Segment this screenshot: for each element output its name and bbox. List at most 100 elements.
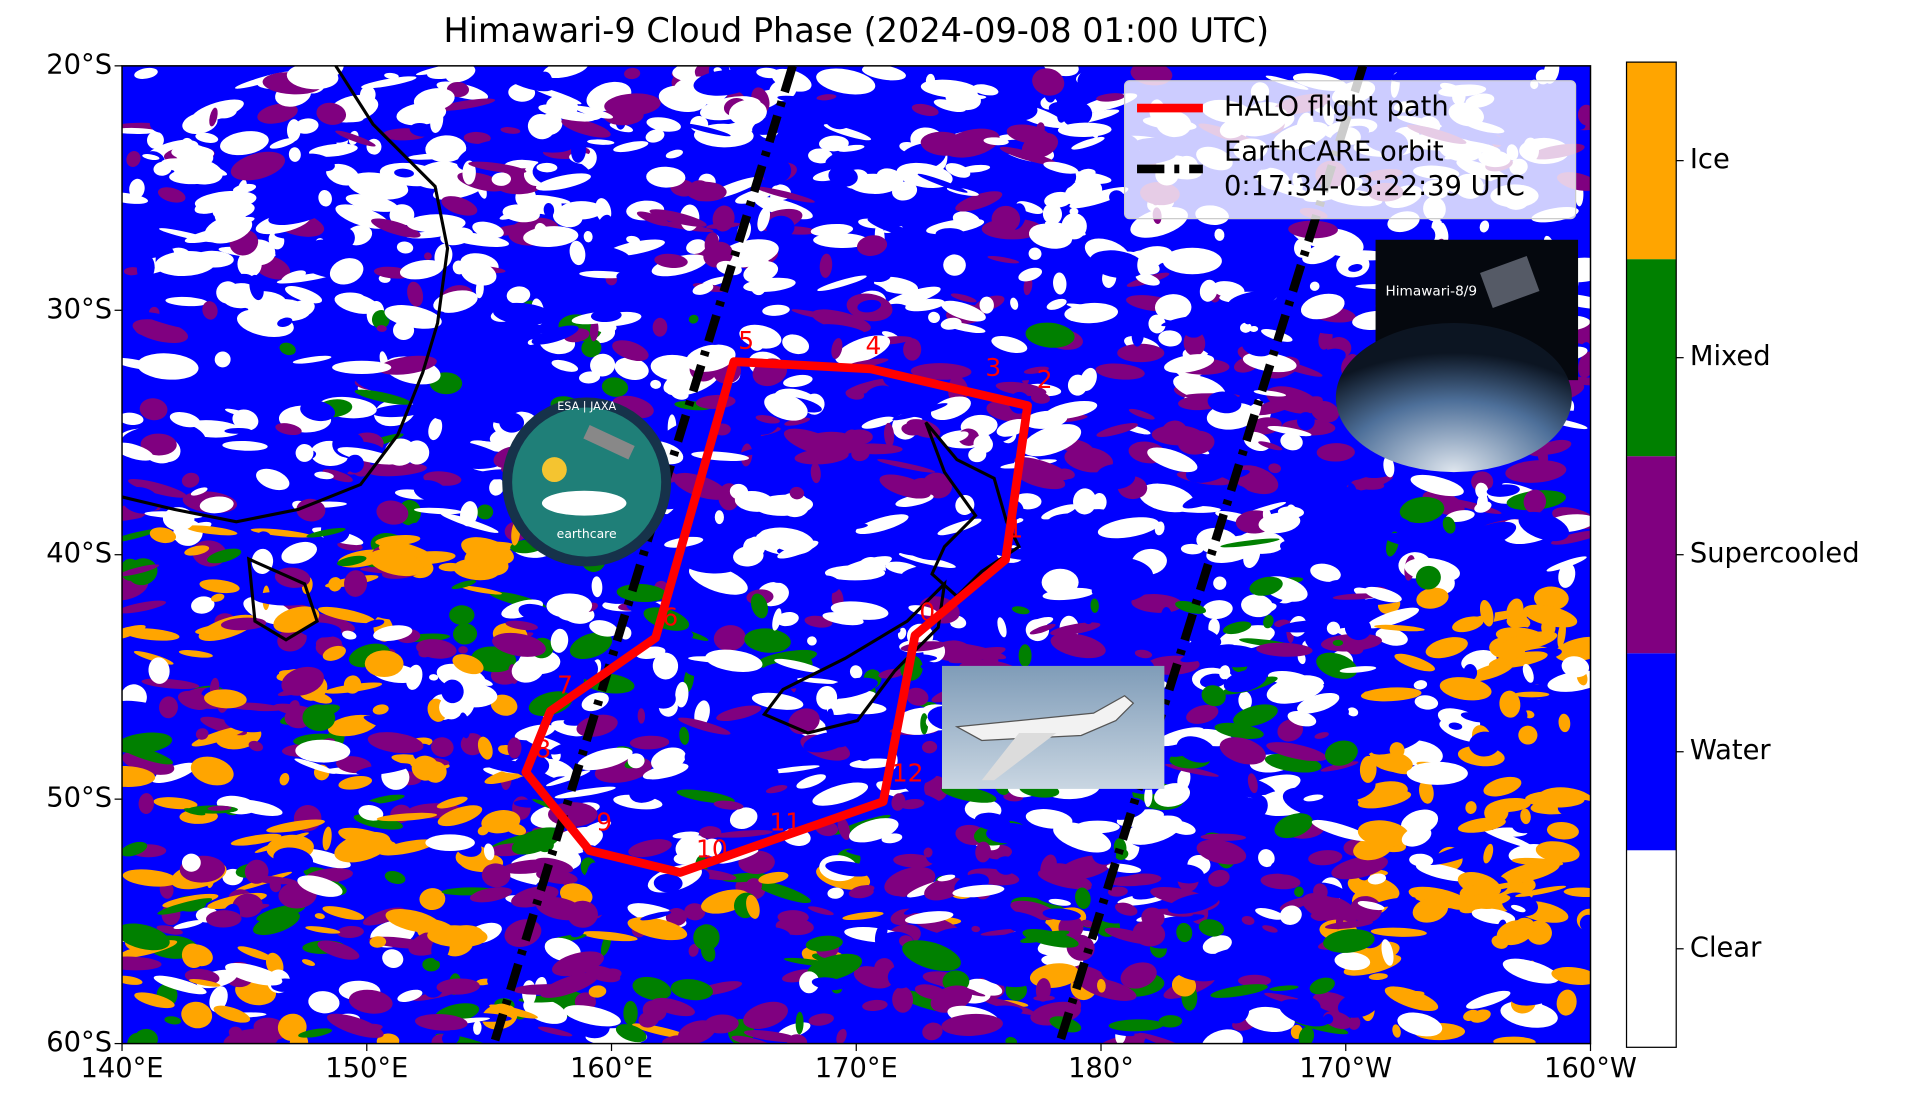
- cloud-patch: [830, 601, 889, 620]
- cloud-patch: [838, 523, 868, 530]
- cloud-patch: [1479, 220, 1490, 233]
- cloud-patch: [647, 955, 701, 982]
- cloud-patch: [945, 322, 986, 333]
- cloud-patch: [1369, 536, 1385, 545]
- cloud-patch: [164, 1016, 182, 1025]
- cloud-patch: [628, 839, 672, 858]
- cloud-patch: [1028, 247, 1042, 260]
- cloud-patch: [693, 69, 755, 96]
- cloud-patch: [942, 128, 1000, 158]
- cloud-patch: [825, 149, 862, 167]
- cloud-patch: [476, 504, 494, 520]
- cloud-patch: [1147, 447, 1198, 473]
- cloud-patch: [1176, 554, 1202, 574]
- cloud-patch: [430, 109, 444, 133]
- cloud-patch: [151, 762, 197, 784]
- cloud-patch: [242, 374, 303, 397]
- cloud-patch: [1308, 325, 1361, 335]
- cloud-patch: [1250, 602, 1277, 615]
- cloud-patch: [1493, 1036, 1536, 1044]
- cloud-patch: [506, 286, 531, 304]
- cloud-patch: [1322, 536, 1365, 562]
- cloud-patch: [991, 336, 1028, 353]
- cloud-patch: [901, 565, 936, 578]
- cloud-patch: [1069, 207, 1079, 216]
- cloud-patch: [214, 351, 231, 368]
- cloud-patch: [477, 736, 493, 760]
- cloud-patch: [184, 225, 246, 244]
- cloud-patch: [629, 735, 670, 750]
- cloud-patch: [685, 181, 727, 202]
- cloud-patch: [1060, 876, 1092, 891]
- cloud-patch: [1452, 616, 1484, 633]
- cloud-patch: [836, 1028, 847, 1044]
- cloud-patch: [849, 818, 899, 843]
- cloud-patch: [171, 145, 215, 161]
- cloud-patch: [518, 603, 554, 623]
- cloud-patch: [1266, 742, 1327, 762]
- cloud-patch: [614, 357, 649, 381]
- cloud-patch: [295, 739, 351, 763]
- colorbar-label: Mixed: [1690, 341, 1771, 372]
- cloud-patch: [754, 494, 814, 516]
- cloud-patch: [1041, 504, 1077, 520]
- cloud-patch: [1097, 978, 1106, 993]
- cloud-patch: [1384, 532, 1429, 547]
- cloud-patch: [157, 187, 186, 203]
- cloud-patch: [757, 206, 771, 232]
- cloud-patch: [202, 301, 218, 320]
- cloud-patch: [713, 625, 746, 652]
- cloud-patch: [428, 417, 443, 441]
- cloud-patch: [588, 985, 607, 998]
- cloud-patch: [1448, 722, 1463, 730]
- cloud-patch: [441, 679, 464, 704]
- cloud-patch: [766, 765, 820, 774]
- cloud-patch: [943, 254, 966, 276]
- cloud-patch: [279, 773, 290, 786]
- cloud-patch: [570, 929, 585, 938]
- cloud-patch: [813, 233, 869, 248]
- cloud-patch: [1090, 598, 1099, 613]
- cloud-patch: [935, 228, 966, 241]
- cloud-patch: [890, 888, 907, 897]
- cloud-patch: [1258, 512, 1301, 534]
- cloud-patch: [1320, 761, 1359, 772]
- cloud-patch: [1486, 484, 1520, 497]
- cloud-patch: [436, 796, 468, 809]
- cloud-patch: [300, 153, 335, 172]
- cloud-patch: [1138, 483, 1195, 513]
- cloud-patch: [729, 483, 749, 500]
- cloud-patch: [230, 151, 286, 181]
- cloud-patch: [590, 309, 622, 323]
- cloud-patch: [1108, 1019, 1164, 1032]
- cloud-patch: [415, 1014, 468, 1031]
- cloud-patch: [1559, 738, 1591, 759]
- cloud-patch: [1510, 904, 1526, 913]
- cloud-patch: [1067, 374, 1088, 396]
- cloud-patch: [1256, 642, 1313, 657]
- cloud-patch: [684, 748, 729, 776]
- cloud-patch: [615, 1024, 647, 1043]
- cloud-patch: [1171, 974, 1197, 997]
- cloud-patch: [266, 819, 325, 833]
- cloud-patch: [1299, 474, 1327, 496]
- cloud-patch: [783, 374, 813, 388]
- cloud-patch: [322, 906, 365, 920]
- cloud-patch: [649, 209, 707, 227]
- cloud-patch: [1235, 476, 1270, 485]
- cloud-patch: [652, 652, 679, 680]
- cloud-patch: [997, 617, 1007, 638]
- cloud-patch: [1535, 841, 1580, 863]
- cloud-patch: [1066, 303, 1113, 314]
- cloud-patch: [1018, 267, 1043, 282]
- cloud-patch: [300, 400, 336, 422]
- cloud-patch: [1258, 441, 1283, 451]
- cloud-patch: [1180, 543, 1204, 555]
- cloud-patch: [269, 878, 282, 893]
- cloud-patch: [1220, 538, 1280, 548]
- cloud-patch: [1302, 498, 1358, 528]
- cloud-patch: [184, 545, 210, 556]
- cloud-patch: [1079, 977, 1137, 1001]
- cloud-patch: [629, 779, 662, 803]
